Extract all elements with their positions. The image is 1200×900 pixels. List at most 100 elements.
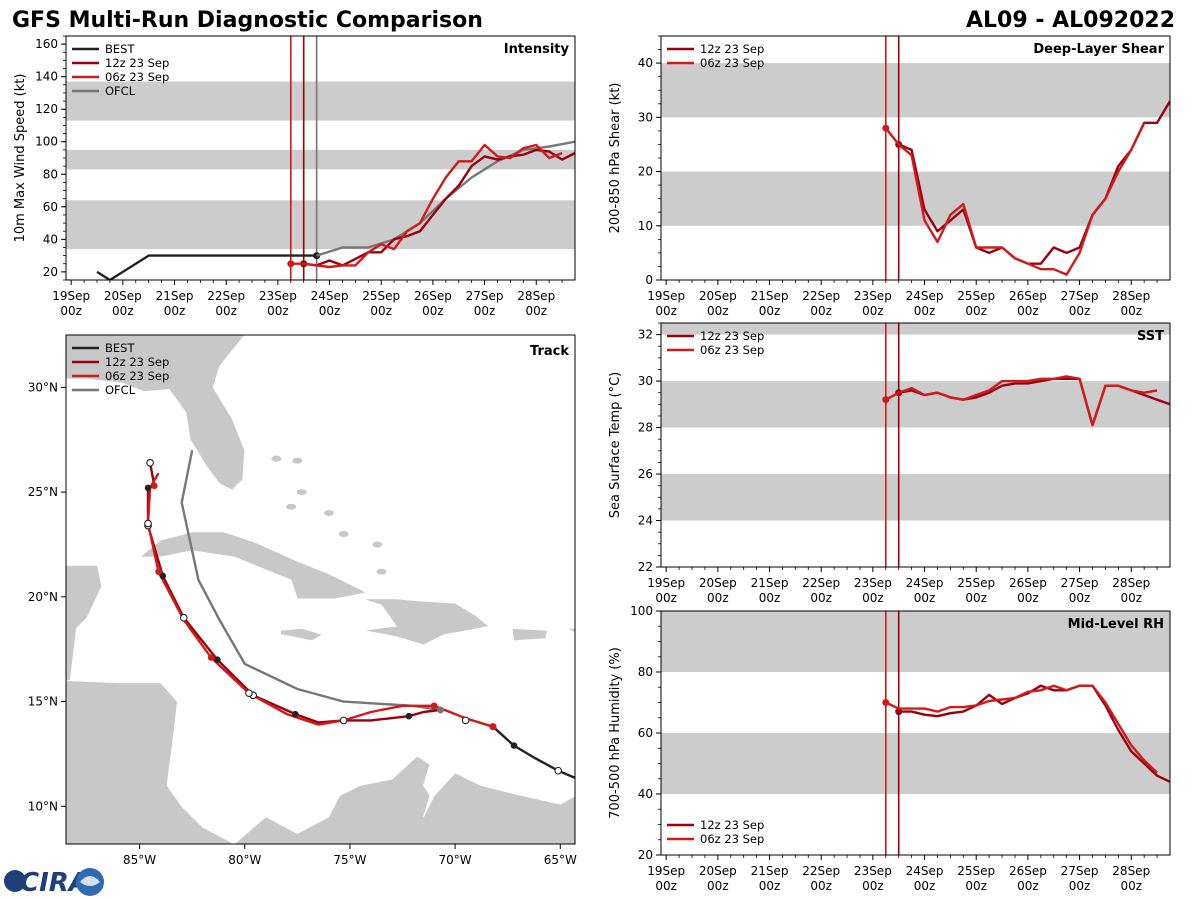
x-tick-label: 21Sep: [751, 576, 789, 590]
ofcl-start-marker: [436, 706, 444, 714]
y-axis-label: 10m Max Wind Speed (kt): [13, 74, 28, 243]
x-tick-label: 21Sep: [751, 864, 789, 878]
threshold-band: [66, 200, 575, 250]
track-marker-open: [144, 519, 152, 528]
y-tick-label: 24: [638, 514, 653, 528]
x-tick-label: 25Sep: [957, 576, 995, 590]
x-tick-label: 00z: [965, 304, 987, 318]
threshold-band: [661, 733, 1170, 794]
y-tick-label: 120: [35, 102, 58, 116]
x-tick-label: 00z: [215, 304, 237, 318]
x-tick-label: 00z: [319, 304, 341, 318]
track-marker-filled: [151, 482, 158, 490]
plot-area: [661, 611, 1170, 855]
y-tick-label: 100: [630, 604, 653, 618]
legend-label: 12z 23 Sep: [700, 42, 764, 56]
x-tick-label: 00z: [525, 304, 547, 318]
panel-title: Intensity: [504, 42, 570, 57]
threshold-band: [661, 323, 1170, 335]
x-tick-label: 28Sep: [1112, 864, 1150, 878]
panel-title: Mid-Level RH: [1068, 617, 1164, 632]
legend-label: 12z 23 Sep: [700, 329, 764, 343]
x-tick-label: 22Sep: [802, 864, 840, 878]
x-tick-label: 22Sep: [207, 289, 245, 303]
land-polygon: [233, 755, 575, 844]
x-tick-label: 00z: [1120, 879, 1142, 893]
x-tick-label: 00z: [810, 879, 832, 893]
island: [292, 457, 303, 464]
y-axis-label: 700-500 hPa Humidity (%): [608, 647, 623, 819]
island: [271, 455, 282, 462]
y-tick-label: 20: [43, 265, 58, 279]
panel-title: SST: [1137, 329, 1164, 344]
threshold-band: [661, 611, 1170, 672]
threshold-band: [661, 474, 1170, 521]
land-polygon: [628, 656, 632, 658]
island: [296, 489, 307, 496]
track-marker-open: [179, 613, 188, 622]
x-tick-label: 20Sep: [699, 576, 737, 590]
series-line-12z: [898, 684, 1170, 783]
x-tick-label: 00z: [810, 591, 832, 605]
x-tick-label: 25Sep: [957, 864, 995, 878]
x-tick-label: 27Sep: [1061, 864, 1099, 878]
map-area: [66, 335, 632, 844]
legend-label: OFCL: [105, 84, 136, 98]
x-tick-label: 00z: [1120, 304, 1142, 318]
land-polygon: [280, 627, 324, 642]
x-tick-label: 00z: [810, 304, 832, 318]
island: [376, 568, 387, 575]
x-tick-label: 23Sep: [854, 864, 892, 878]
x-tick-label: 00z: [60, 304, 82, 318]
map-frame: [65, 334, 576, 845]
x-tick-label: 00z: [862, 879, 884, 893]
x-tick-label: 23Sep: [259, 289, 297, 303]
lat-tick-label: 25°N: [28, 485, 58, 499]
x-tick-label: 22Sep: [802, 289, 840, 303]
y-tick-label: 80: [43, 167, 58, 181]
x-tick-label: 28Sep: [517, 289, 555, 303]
plot-area: [66, 36, 575, 280]
threshold-band: [66, 149, 575, 170]
x-tick-label: 25Sep: [362, 289, 400, 303]
land-polygon: [66, 335, 246, 491]
x-tick-label: 00z: [1120, 591, 1142, 605]
track-line-06z: [146, 472, 494, 728]
x-tick-label: 21Sep: [156, 289, 194, 303]
legend-label: 06z 23 Sep: [700, 56, 764, 70]
x-tick-label: 00z: [914, 304, 936, 318]
land-polygon: [566, 627, 575, 633]
track-marker-open: [339, 716, 348, 725]
track-marker-filled: [405, 712, 413, 720]
lon-tick-label: 70°W: [439, 853, 472, 867]
panel-title: Deep-Layer Shear: [1033, 42, 1164, 57]
track-marker-filled: [291, 710, 299, 718]
track-marker-filled: [510, 742, 518, 749]
x-tick-label: 24Sep: [906, 864, 944, 878]
series-line-12z: [303, 148, 575, 267]
y-tick-label: 160: [35, 37, 58, 51]
lat-tick-label: 20°N: [28, 590, 58, 604]
lon-tick-label: 65°W: [544, 853, 577, 867]
land-polygon: [66, 680, 235, 844]
x-tick-label: 00z: [707, 304, 729, 318]
y-tick-label: 40: [638, 56, 653, 70]
series-marker-06z: [287, 260, 295, 268]
intensity-panel: 2040608010012014016019Sep00z20Sep00z21Se…: [13, 35, 576, 318]
lat-tick-label: 15°N: [28, 695, 58, 709]
x-tick-label: 00z: [1017, 591, 1039, 605]
track-marker-filled: [159, 572, 167, 580]
x-tick-label: 00z: [759, 591, 781, 605]
y-tick-label: 40: [638, 787, 653, 801]
x-tick-label: 24Sep: [906, 576, 944, 590]
legend-label: 06z 23 Sep: [105, 369, 169, 383]
y-tick-label: 60: [638, 726, 653, 740]
x-tick-label: 00z: [862, 304, 884, 318]
y-tick-label: 22: [638, 560, 653, 574]
land-polygon: [511, 627, 549, 642]
track-marker-open: [146, 458, 154, 467]
track-marker-open: [461, 716, 470, 725]
axes-frame: [660, 322, 1171, 568]
track-marker-filled: [430, 702, 438, 710]
